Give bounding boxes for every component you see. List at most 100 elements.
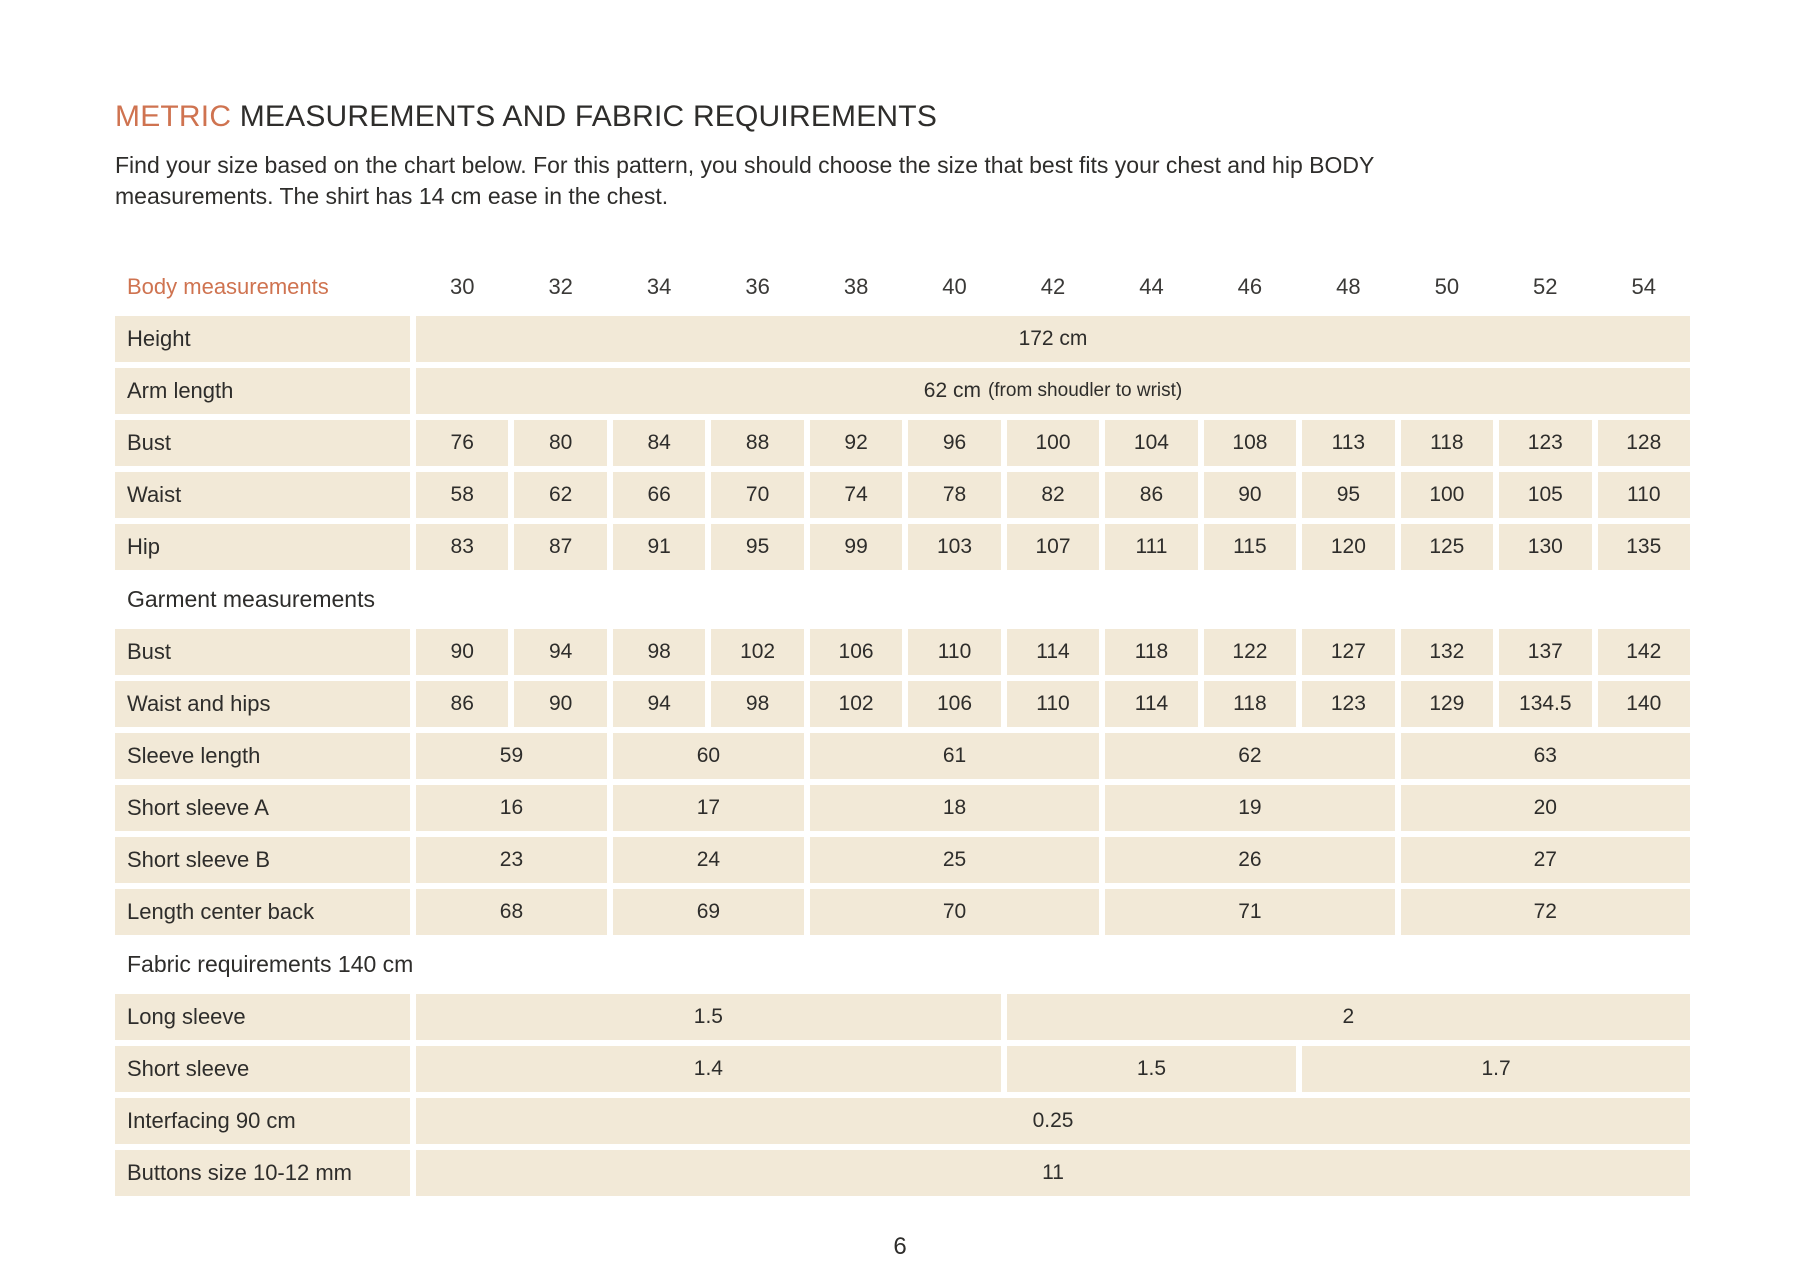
value-cell: 94 [612,681,706,727]
value-cell: 172 cm [416,316,1690,362]
value-cell: 24 [612,837,804,883]
value-cell: 23 [416,837,607,883]
value-cell: 100 [1400,472,1494,518]
table-row: Short sleeve A 16 17 18 19 20 [115,785,1690,831]
page-number: 6 [893,1233,907,1260]
cell-value: 132 [1429,640,1465,663]
value-cell: 127 [1302,629,1395,675]
cell-value: 95 [1336,483,1361,506]
value-cell: 78 [908,472,1001,518]
value-cell: 111 [1105,524,1198,570]
row-label: Sleeve length [115,733,410,779]
cell-value: 102 [838,692,874,715]
size-column-header-54: 54 [1631,274,1656,299]
value-cell: 123 [1499,420,1592,466]
value-cell: 0.25 [416,1098,1690,1144]
value-cell: 102 [711,629,804,675]
value-cell: 17 [612,785,804,831]
value-cell: 132 [1400,629,1494,675]
cell-value: 104 [1133,431,1169,454]
value-cell: 90 [1203,472,1297,518]
size-column-header-38: 38 [843,274,869,299]
cell-value: 118 [1233,692,1267,715]
cell-value: 123 [1330,692,1366,715]
table-row: Long sleeve 1.5 2 [115,994,1690,1040]
value-cell: 114 [1105,681,1198,727]
cell-value: 78 [942,483,967,506]
row-label: Short sleeve A [115,785,410,831]
cell-value: 129 [1429,692,1465,715]
value-cell: 60 [612,733,804,779]
value-cell: 129 [1400,681,1494,727]
size-column-header-50: 50 [1434,274,1460,299]
value-cell: 120 [1302,524,1395,570]
cell-note: (from shoudler to wrist) [987,380,1183,401]
value-cell: 118 [1203,681,1297,727]
cell-value: 20 [1533,796,1557,819]
cell-value: 62 cm [923,379,981,402]
row-label: Long sleeve [115,994,410,1040]
cell-value: 110 [937,640,972,663]
value-cell: 114 [1006,629,1100,675]
page-content: METRIC MEASUREMENTS AND FABRIC REQUIREME… [115,100,1690,1196]
value-cell: 95 [711,524,804,570]
row-label: Height [115,316,410,362]
cell-value: 94 [647,692,671,715]
cell-value: 91 [647,535,671,558]
value-cell: 19 [1105,785,1395,831]
cell-value: 113 [1331,431,1366,454]
cell-value: 27 [1533,848,1557,871]
table-row: Buttons size 10-12 mm 11 [115,1150,1690,1196]
size-column-header-40: 40 [942,274,967,299]
cell-value: 120 [1330,535,1366,558]
cell-value: 122 [1232,640,1268,663]
cell-value: 142 [1626,640,1662,663]
cell-value: 108 [1232,431,1268,454]
cell-value: 58 [450,483,474,506]
row-label: Bust [115,629,410,675]
value-cell: 106 [809,629,903,675]
cell-value: 25 [942,848,967,871]
cell-value: 70 [745,483,770,506]
cell-value: 134.5 [1519,692,1572,715]
value-cell: 87 [514,524,607,570]
value-cell: 62 [514,472,607,518]
value-cell: 105 [1499,472,1592,518]
value-cell: 142 [1597,629,1690,675]
value-cell: 59 [416,733,607,779]
cell-value: 100 [1429,483,1465,506]
cell-value: 59 [499,744,524,767]
value-cell: 1.5 [416,994,1001,1040]
cell-value: 115 [1233,535,1267,558]
cell-value: 102 [740,640,776,663]
size-column-header-46: 46 [1237,274,1263,299]
value-cell: 68 [416,889,607,935]
table-row: Arm length 62 cm (from shoudler to wrist) [115,368,1690,414]
section-title: Fabric requirements 140 cm [127,951,414,977]
cell-value: 1.4 [693,1057,723,1080]
row-label: Interfacing 90 cm [115,1098,410,1144]
cell-value: 62 [1238,744,1262,767]
value-cell: 69 [612,889,804,935]
cell-value: 90 [549,692,573,715]
cell-value: 76 [450,431,474,454]
cell-value: 19 [1238,796,1262,819]
table-row: Sleeve length 59 60 61 62 63 [115,733,1690,779]
row-label: Waist and hips [115,681,410,727]
cell-value: 63 [1533,744,1557,767]
table-row: Interfacing 90 cm 0.25 [115,1098,1690,1144]
cell-value: 118 [1430,431,1464,454]
intro-text: Find your size based on the chart below.… [115,150,1690,212]
value-cell: 72 [1400,889,1690,935]
cell-value: 125 [1429,535,1465,558]
cell-value: 135 [1626,535,1662,558]
intro-line-2: measurements. The shirt has 14 cm ease i… [115,183,669,209]
row-label: Waist [115,472,410,518]
cell-value: 61 [942,744,967,767]
value-cell: 62 cm (from shoudler to wrist) [416,368,1690,414]
table-row: Short sleeve 1.4 1.5 1.7 [115,1046,1690,1092]
cell-value: 137 [1527,640,1563,663]
value-cell: 88 [711,420,804,466]
cell-value: 96 [942,431,967,454]
value-cell: 70 [711,472,804,518]
